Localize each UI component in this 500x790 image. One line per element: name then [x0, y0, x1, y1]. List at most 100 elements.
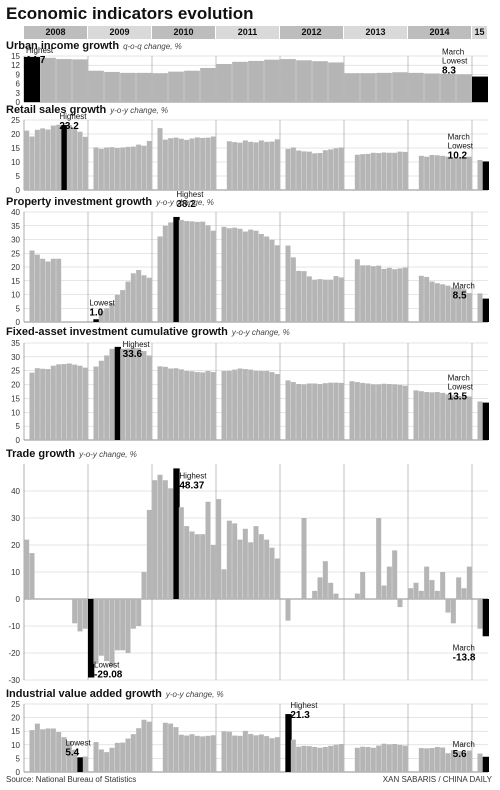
data-bar: [301, 271, 307, 322]
year-label-2008: 2008: [24, 26, 88, 39]
data-bar: [381, 152, 387, 190]
highlight-label: March Lowest: [448, 132, 474, 150]
data-bar: [168, 222, 174, 322]
data-bar: [130, 347, 136, 440]
data-bar: [322, 383, 328, 440]
data-bar: [301, 151, 307, 190]
data-bar: [120, 348, 126, 440]
data-bar: [248, 60, 264, 102]
y-tick-label: 20: [11, 263, 20, 272]
highlight-label: Highest: [123, 340, 151, 349]
highlight-bar: [88, 599, 95, 678]
data-bar: [136, 72, 152, 102]
data-bar: [450, 750, 456, 772]
data-bar: [40, 368, 46, 440]
highlight-bar: [472, 76, 488, 102]
data-bar: [306, 276, 312, 322]
data-bar: [461, 157, 467, 190]
data-bar: [397, 151, 403, 190]
data-bar: [29, 730, 35, 772]
panel-title-text: Retail sales growth: [6, 104, 107, 116]
highlight-bar: [173, 216, 180, 322]
data-bar: [61, 737, 67, 772]
data-bar: [242, 369, 248, 440]
y-tick-label: 30: [11, 236, 20, 245]
data-bar: [290, 382, 296, 440]
data-bar: [162, 225, 168, 322]
data-bar: [413, 582, 419, 599]
highlight-bar: [77, 757, 84, 772]
highlight-label: March: [453, 282, 475, 291]
data-bar: [253, 526, 259, 599]
data-bar: [226, 731, 232, 772]
data-bar: [418, 748, 424, 772]
data-bar: [194, 221, 200, 322]
y-tick-label: 25: [11, 116, 20, 125]
panel-title-text: Property investment growth: [6, 196, 153, 208]
data-bar: [456, 287, 462, 322]
data-bar: [450, 157, 456, 190]
data-bar: [141, 275, 147, 322]
data-bar: [178, 507, 184, 599]
data-bar: [72, 128, 78, 190]
data-bar: [210, 136, 216, 190]
data-bar: [322, 746, 328, 772]
highlight-label: Lowest: [89, 298, 115, 307]
data-bar: [184, 221, 190, 322]
data-bar: [445, 394, 451, 440]
data-bar: [242, 528, 248, 599]
highlight-value: 13.5: [448, 392, 468, 403]
data-bar: [381, 743, 387, 772]
data-bar: [98, 749, 104, 772]
data-bar: [162, 366, 168, 440]
data-bar: [408, 588, 414, 599]
data-bar: [434, 283, 440, 322]
data-bar: [221, 226, 227, 322]
year-label-2012: 2012: [280, 26, 344, 39]
data-bar: [66, 363, 72, 440]
y-tick-label: 3: [16, 89, 21, 98]
page-title: Economic indicators evolution: [6, 4, 254, 23]
data-bar: [136, 728, 142, 772]
data-bar: [114, 599, 120, 651]
data-bar: [141, 351, 147, 440]
data-bar: [386, 267, 392, 322]
data-bar: [253, 735, 259, 772]
y-tick-label: 10: [11, 741, 20, 750]
data-bar: [205, 735, 211, 772]
data-bar: [328, 582, 334, 599]
data-bar: [258, 734, 264, 772]
data-bar: [466, 293, 472, 322]
data-bar: [173, 368, 179, 440]
data-bar: [210, 372, 216, 440]
panel-title-2: Property investment growth y-o-y change, …: [6, 196, 214, 208]
highlight-value: 14.7: [26, 55, 46, 66]
data-bar: [269, 738, 275, 772]
data-bar: [264, 539, 270, 599]
data-bar: [370, 384, 376, 440]
data-bar: [242, 231, 248, 322]
y-tick-label: 5: [16, 422, 21, 431]
data-bar: [56, 732, 62, 772]
data-bar: [285, 245, 291, 322]
data-bar: [312, 153, 318, 190]
data-bar: [109, 303, 115, 322]
data-bar: [216, 499, 222, 599]
y-tick-label: 6: [16, 80, 21, 89]
y-tick-label: 15: [11, 394, 20, 403]
data-bar: [200, 137, 206, 190]
y-tick-label: 20: [11, 714, 20, 723]
data-bar: [274, 737, 280, 772]
data-bar: [178, 219, 184, 322]
data-bar: [146, 141, 152, 190]
data-bar: [392, 384, 398, 440]
data-bar: [440, 73, 456, 102]
highlight-value: 8.5: [453, 291, 467, 302]
data-bar: [200, 372, 206, 440]
data-bar: [258, 234, 264, 322]
data-bar: [317, 279, 323, 322]
data-bar: [269, 547, 275, 599]
data-bar: [456, 577, 462, 599]
data-bar: [72, 59, 88, 102]
